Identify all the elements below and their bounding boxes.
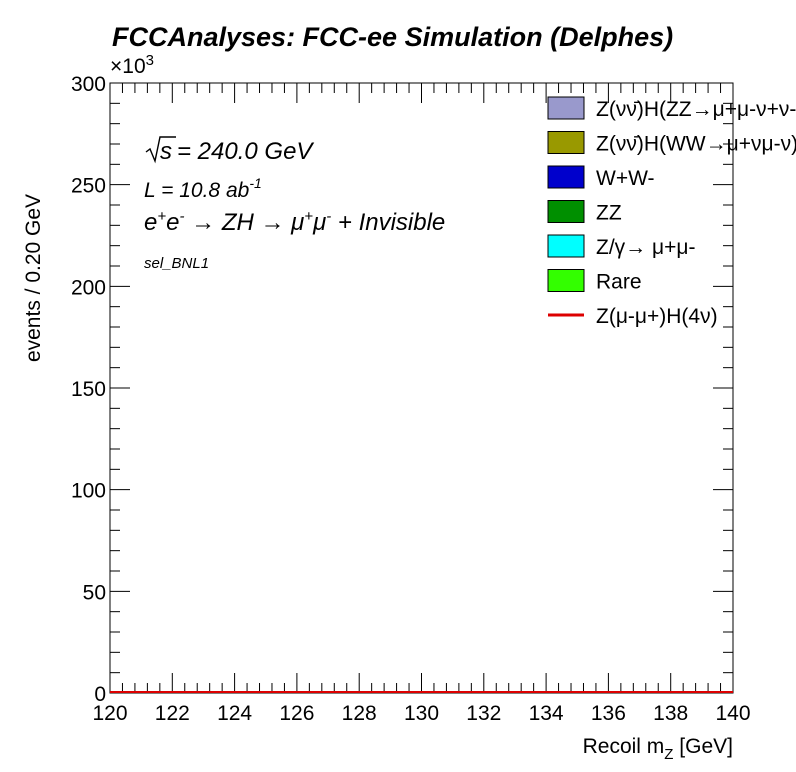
y-axis-label: events / 0.20 GeV [22,194,45,362]
x-tick-label: 130 [404,702,439,725]
legend-entry: ZZ [547,200,622,225]
x-tick-label: 136 [591,702,626,725]
legend: Z(νν̄)H(ZZ→μ+μ-ν+ν-) Z(νν̄)H(WW→μ+νμ-ν) W+… [547,96,796,328]
legend-swatch [547,131,585,154]
legend-swatch [547,165,585,189]
y-tick-label: 100 [71,480,106,503]
x-tick-label: 138 [653,702,688,725]
legend-entry: Z/γ→ μ+μ- [547,234,695,259]
annotation-lumi: L = 10.8 ab-1 [144,175,262,202]
annotation-selection: sel_BNL1 [144,255,209,272]
legend-entry: Rare [547,269,642,294]
x-tick-label: 132 [466,702,501,725]
legend-swatch [547,234,585,258]
legend-entry: Z(νν̄)H(WW→μ+νμ-ν) [547,131,796,156]
svg-text:s: s [160,138,172,165]
y-tick-label: 200 [71,276,106,299]
y-axis-ticks [110,82,733,694]
legend-label: Z/γ→ μ+μ- [596,236,695,259]
annotation-process: e+e- → ZH → μ+μ- + Invisible [144,208,445,236]
legend-entry: Z(νν̄)H(ZZ→μ+μ-ν+ν-) [547,96,796,121]
legend-entry: Z(μ-μ+)H(4ν) [548,305,718,328]
y-tick-label: 250 [71,175,106,198]
annotation-sqrt-s: s = 240.0 GeV [145,136,314,165]
x-tick-label: 120 [92,702,127,725]
legend-swatch [547,269,585,292]
svg-text:= 240.0 GeV: = 240.0 GeV [177,138,314,165]
legend-swatch [547,96,585,120]
legend-label: ZZ [596,202,622,225]
x-tick-label: 126 [279,702,314,725]
y-tick-label: 150 [71,378,106,401]
legend-swatch [547,200,585,223]
y-tick-label: 0 [94,683,106,706]
x-tick-label: 124 [217,702,252,725]
x-tick-label: 122 [155,702,190,725]
y-tick-label: 50 [83,581,106,604]
x-tick-label: 134 [529,702,564,725]
x-axis-tick-labels: 120 122 124 126 128 130 132 134 136 138 140 [92,702,750,725]
legend-entry: W+W- [547,165,655,190]
legend-label: Z(νν̄)H(ZZ→μ+μ-ν+ν-) [596,98,796,121]
y-tick-label: 300 [71,73,106,96]
chart-title: FCCAnalyses: FCC-ee Simulation (Delphes) [112,22,673,52]
legend-label: W+W- [596,167,655,190]
y-axis-tick-labels: 0 50 100 150 200 250 300 [71,73,106,706]
legend-label: Z(νν̄)H(WW→μ+νμ-ν) [596,133,796,156]
x-tick-label: 140 [715,702,750,725]
legend-label: Z(μ-μ+)H(4ν) [596,305,718,328]
x-tick-label: 128 [342,702,377,725]
legend-label: Rare [596,271,642,294]
